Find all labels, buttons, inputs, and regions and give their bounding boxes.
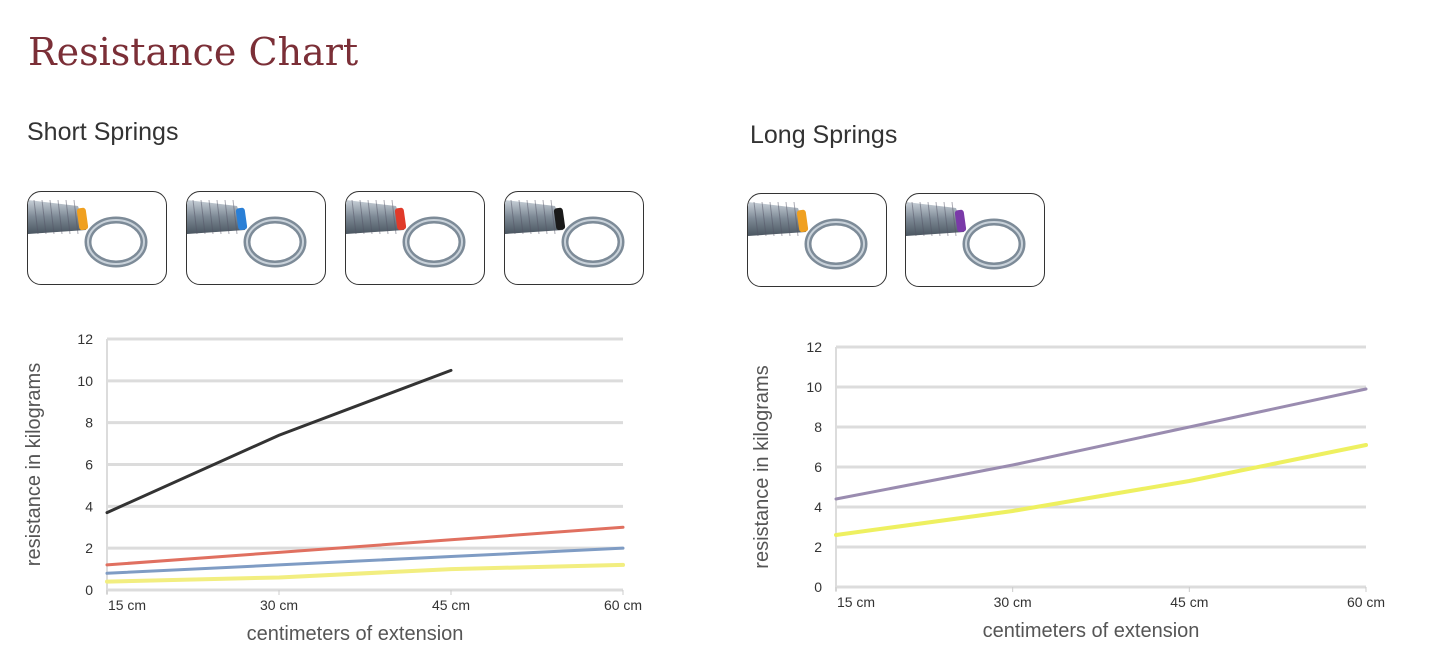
- spring-orange-image: [747, 193, 887, 287]
- series-line-yellow: [834, 443, 1368, 537]
- short-springs-heading: Short Springs: [27, 118, 179, 146]
- y-tick-label: 4: [85, 498, 93, 514]
- y-tick-label: 6: [85, 457, 93, 473]
- series-line-black: [105, 368, 453, 515]
- spring-blue-image: [186, 191, 326, 285]
- y-tick-label: 10: [806, 379, 822, 395]
- series-line-yellow: [105, 562, 625, 584]
- y-tick-label: 0: [814, 579, 822, 595]
- y-tick-label: 12: [806, 339, 822, 355]
- y-tick-label: 4: [814, 499, 822, 515]
- x-tick-label: 45 cm: [432, 597, 470, 613]
- series-line-blue: [105, 546, 625, 575]
- series-line-purple: [834, 387, 1368, 501]
- long-springs-heading: Long Springs: [750, 121, 898, 149]
- x-tick-label: 60 cm: [604, 597, 642, 613]
- spring-purple-image: [905, 193, 1045, 287]
- x-tick-label: 30 cm: [260, 597, 298, 613]
- x-axis-label: centimeters of extension: [247, 623, 464, 645]
- y-axis-label: resistance in kilograms: [751, 365, 773, 568]
- x-tick-label: 30 cm: [994, 594, 1032, 610]
- x-tick-label: 15 cm: [837, 594, 875, 610]
- y-axis-label: resistance in kilograms: [23, 363, 45, 566]
- y-tick-label: 2: [85, 540, 93, 556]
- x-tick-label: 45 cm: [1170, 594, 1208, 610]
- spring-black-image: [504, 191, 644, 285]
- spring-orange-image: [27, 191, 167, 285]
- y-tick-label: 12: [77, 331, 93, 347]
- y-tick-label: 8: [814, 419, 822, 435]
- page-title: Resistance Chart: [28, 30, 359, 74]
- y-tick-label: 0: [85, 582, 93, 598]
- spring-red-image: [345, 191, 485, 285]
- x-tick-label: 60 cm: [1347, 594, 1385, 610]
- y-tick-label: 6: [814, 459, 822, 475]
- x-axis-label: centimeters of extension: [983, 620, 1200, 642]
- y-tick-label: 2: [814, 539, 822, 555]
- series-line-red: [105, 525, 625, 567]
- y-tick-label: 10: [77, 373, 93, 389]
- y-tick-label: 8: [85, 415, 93, 431]
- x-tick-label: 15 cm: [108, 597, 146, 613]
